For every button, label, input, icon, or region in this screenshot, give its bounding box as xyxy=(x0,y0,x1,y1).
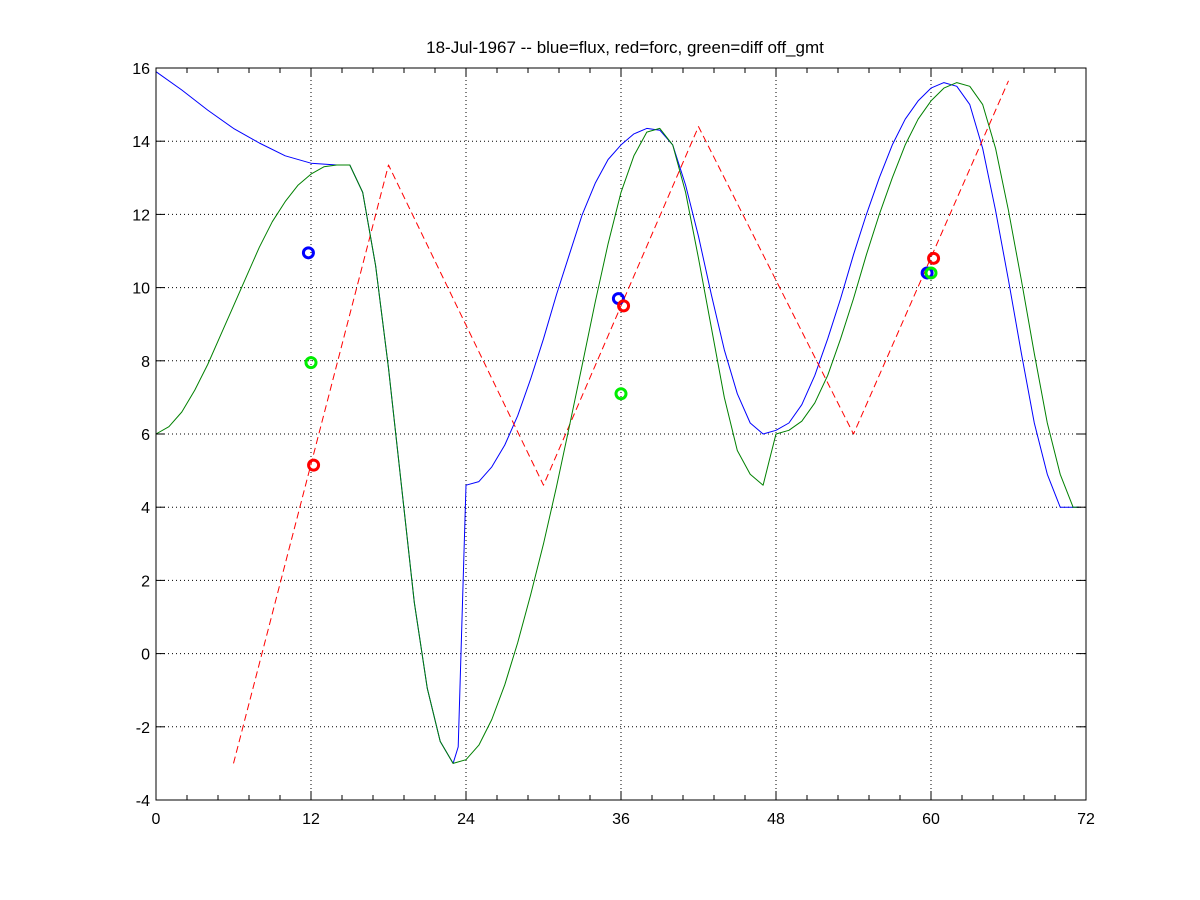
series-line-2 xyxy=(155,82,1080,764)
y-tick-label: 10 xyxy=(132,281,150,298)
x-tick-label: 24 xyxy=(457,811,475,828)
series-line-1 xyxy=(233,80,1009,764)
x-tick-label: 12 xyxy=(302,811,320,828)
y-tick-label: 6 xyxy=(141,427,150,444)
x-tick-label: 48 xyxy=(767,811,785,828)
data-marker-2 xyxy=(304,356,318,370)
y-tick-label: 8 xyxy=(141,354,150,371)
data-marker-2 xyxy=(614,387,628,401)
chart-title: 18-Jul-1967 -- blue=flux, red=forc, gree… xyxy=(426,38,824,57)
y-tick-label: -4 xyxy=(136,793,150,810)
y-tick-label: -2 xyxy=(136,720,150,737)
y-tick-label: 4 xyxy=(141,500,150,517)
data-marker-2 xyxy=(924,266,938,280)
data-marker-1 xyxy=(927,251,941,265)
axis-ticks xyxy=(155,67,1087,801)
series-group xyxy=(155,71,1080,764)
x-tick-label: 60 xyxy=(922,811,940,828)
y-tick-label: 12 xyxy=(132,207,150,224)
y-tick-label: 0 xyxy=(141,647,150,664)
y-tick-label: 14 xyxy=(132,134,150,151)
marker-group xyxy=(301,246,941,472)
data-marker-0 xyxy=(301,246,315,260)
data-marker-1 xyxy=(307,458,321,472)
x-tick-label: 36 xyxy=(612,811,630,828)
x-tick-label: 72 xyxy=(1077,811,1095,828)
y-tick-label: 16 xyxy=(132,61,150,78)
x-tick-label: 0 xyxy=(152,811,161,828)
grid-lines xyxy=(156,68,1086,800)
y-tick-label: 2 xyxy=(141,573,150,590)
data-marker-1 xyxy=(617,299,631,313)
